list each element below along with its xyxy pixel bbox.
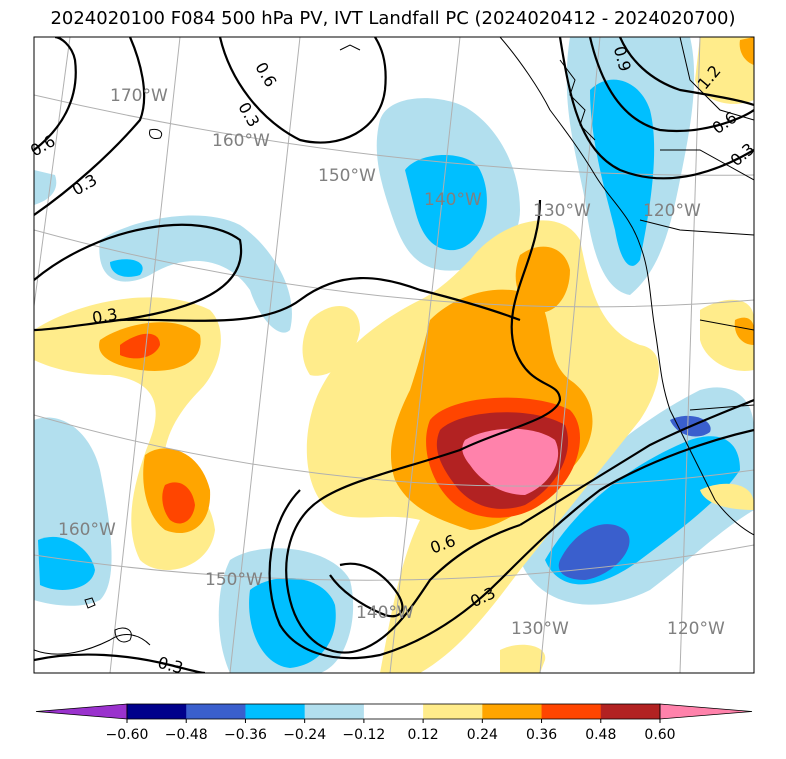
colorbar-extend-low [35, 703, 128, 720]
lon-label-bottom: 150°W [205, 570, 263, 590]
colorbar-tick-label: 0.12 [408, 727, 439, 743]
pv-ivt-map: 170°W 160°W 150°W 140°W 130°W 120°W 160°… [27, 36, 758, 678]
lon-label-top: 170°W [110, 86, 168, 106]
colorbar-tick-label: 0.48 [585, 727, 616, 743]
map-frame [33, 36, 755, 674]
colorbar-segment [186, 704, 246, 719]
colorbar-tick-label: 0.36 [526, 727, 557, 743]
map-title: 2024020100 F084 500 hPa PV, IVT Landfall… [50, 8, 736, 29]
colorbar-frame [126, 703, 661, 720]
colorbar-ticks [126, 719, 661, 723]
lon-label-top: 120°W [643, 201, 701, 221]
colorbar-extend-high [659, 703, 753, 720]
colorbar-segment [245, 704, 306, 719]
lon-label-bottom: 140°W [356, 603, 414, 623]
colorbar-segment [600, 704, 661, 719]
lon-label-top: 160°W [212, 131, 270, 151]
contour-label: 0.3 [91, 304, 119, 327]
colorbar-segment [363, 704, 424, 719]
lon-label-bottom: 160°W [58, 520, 116, 540]
colorbar-segment [304, 704, 365, 719]
lon-label-top: 130°W [533, 201, 591, 221]
colorbar-tick-label: −0.24 [283, 727, 326, 743]
lon-label-top: 150°W [318, 166, 376, 186]
colorbar-tick-label: 0.24 [467, 727, 498, 743]
lon-label-top: 140°W [424, 190, 482, 210]
longitude-labels: 170°W 160°W 150°W 140°W 130°W 120°W 160°… [58, 86, 725, 639]
colorbar-segment [423, 704, 483, 719]
positive-anomaly-shading [34, 37, 754, 673]
colorbar-tick-labels: −0.60 −0.48 −0.36 −0.24 −0.12 0.12 0.24 … [106, 727, 676, 743]
colorbar-tick-label: −0.36 [224, 727, 267, 743]
colorbar-tick-label: −0.60 [106, 727, 149, 743]
colorbar-tick-label: −0.12 [342, 727, 385, 743]
pv-contours [34, 37, 754, 673]
colorbar-segments [35, 703, 753, 720]
colorbar-segment [127, 704, 187, 719]
colorbar-segment [482, 704, 543, 719]
colorbar-segment [541, 704, 602, 719]
colorbar-tick-label: 0.60 [644, 727, 675, 743]
graticule [34, 37, 754, 673]
colorbar-tick-label: −0.48 [165, 727, 208, 743]
lon-label-bottom: 130°W [511, 619, 569, 639]
negative-anomaly-shading [34, 37, 754, 673]
lon-label-bottom: 120°W [667, 619, 725, 639]
